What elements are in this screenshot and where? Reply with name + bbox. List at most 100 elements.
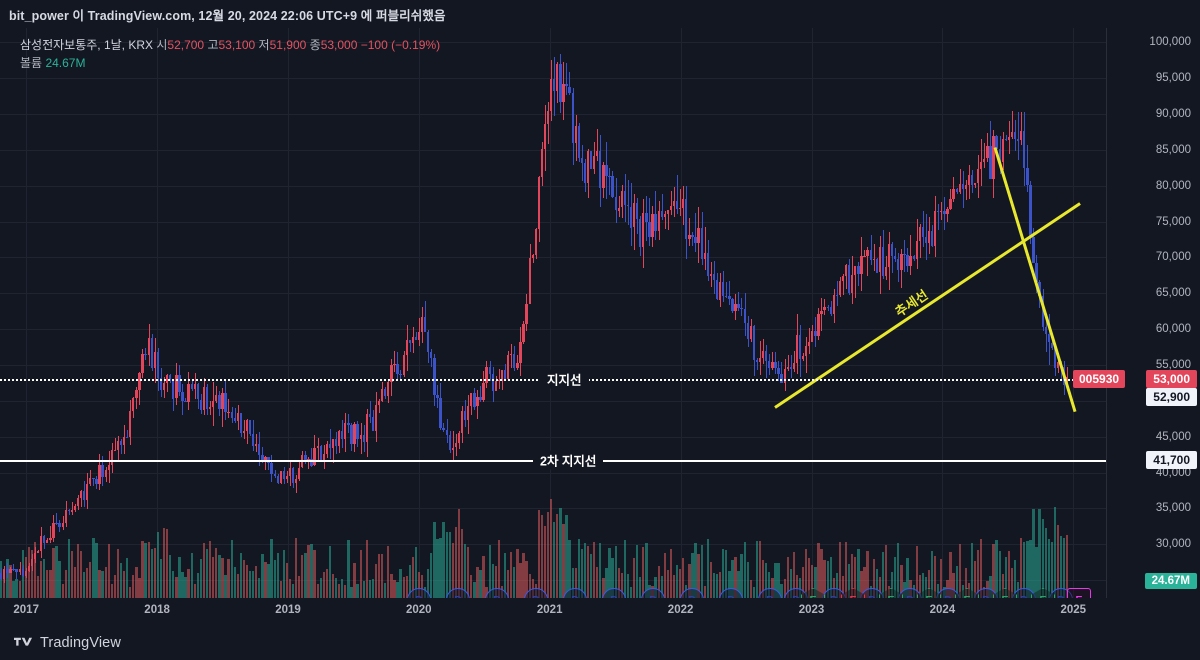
volume-bar	[599, 542, 602, 598]
candle-wick	[16, 568, 18, 580]
candle-body	[374, 405, 378, 431]
volume-bar	[476, 567, 479, 598]
candle-body	[777, 368, 780, 374]
volume-bar	[688, 564, 691, 598]
candle-body	[869, 250, 872, 261]
dividend-marker[interactable]: D	[524, 588, 548, 598]
volume-bar	[482, 555, 485, 598]
candle-wick	[1017, 112, 1019, 161]
dividend-marker[interactable]: D	[407, 588, 431, 598]
candle-body	[629, 206, 633, 228]
candle-body	[894, 256, 897, 259]
dividend-marker[interactable]: D	[485, 588, 509, 598]
volume-bar	[789, 568, 792, 598]
volume-bar	[958, 544, 961, 598]
candle-body	[642, 213, 645, 247]
volume-bar	[740, 553, 743, 598]
candle-wick	[925, 214, 927, 260]
earnings-marker[interactable]: E	[917, 588, 941, 598]
candle-body	[199, 399, 203, 411]
time-scale[interactable]: 2017 2018 2019 2020 2021 2022 2023 2024 2025	[0, 598, 1200, 626]
volume-bar	[783, 578, 786, 598]
volume-bar	[924, 576, 928, 598]
candle-body	[636, 202, 639, 219]
candle-body	[190, 383, 193, 389]
volume-bar	[239, 553, 243, 598]
earnings-marker[interactable]: E	[801, 588, 825, 598]
candle-body	[442, 428, 445, 430]
candle-body	[973, 183, 977, 186]
dividend-marker[interactable]: D	[719, 588, 743, 598]
candle-body	[507, 354, 510, 380]
volume-bar	[304, 553, 307, 598]
candle-body	[703, 253, 706, 260]
volume-bar	[817, 542, 820, 598]
volume-bar	[460, 528, 464, 598]
candle-body	[485, 366, 488, 383]
volume-bar	[479, 569, 482, 598]
volume-bar	[144, 542, 147, 598]
chart-frame[interactable]: 지지선 2차 지지선 추세선 삼성전자보통주, 1날, KRX 시52,700 …	[0, 28, 1200, 625]
volume-bar	[540, 515, 544, 598]
volume-bar	[362, 580, 365, 598]
candle-body	[651, 213, 654, 238]
volume-bar	[95, 543, 98, 598]
dividend-marker[interactable]: D	[758, 588, 782, 598]
volume-bar	[46, 570, 49, 598]
volume-bar	[319, 578, 322, 598]
candle-body	[1056, 361, 1060, 369]
volume-bar	[40, 560, 43, 598]
candle-wick	[136, 387, 138, 409]
dividend-marker[interactable]: D	[641, 588, 665, 598]
chart-plot-area[interactable]: 지지선 2차 지지선 추세선 삼성전자보통주, 1날, KRX 시52,700 …	[0, 28, 1106, 599]
gridline-horizontal	[0, 114, 1106, 115]
candle-wick	[93, 477, 95, 486]
time-tick-label: 2017	[13, 604, 39, 616]
publish-bar: bit_power 이 TradingView.com, 12월 20, 202…	[0, 0, 1200, 28]
candle-body	[1053, 347, 1057, 369]
candle-wick	[781, 362, 783, 384]
earnings-marker[interactable]: E	[955, 588, 979, 598]
candle-body	[101, 465, 104, 478]
candle-body	[430, 352, 433, 358]
volume-bar	[55, 545, 58, 598]
volume-bar	[291, 583, 295, 598]
dividend-marker[interactable]: D	[602, 588, 626, 598]
gridline-vertical	[942, 28, 944, 598]
volume-bar	[697, 554, 700, 598]
candle-wick	[692, 232, 694, 246]
volume-bar	[224, 574, 227, 598]
candle-wick	[867, 246, 869, 277]
earnings-marker[interactable]: E	[1067, 588, 1091, 598]
candle-wick	[581, 145, 583, 182]
volume-bar	[835, 572, 839, 598]
candle-body	[49, 537, 52, 541]
volume-bar	[101, 570, 104, 598]
tradingview-wordmark: TradingView	[40, 634, 121, 651]
candle-body	[970, 175, 974, 186]
earnings-marker[interactable]: E	[993, 588, 1017, 598]
candle-body	[279, 471, 282, 483]
dividend-marker[interactable]: D	[680, 588, 704, 598]
volume-bar	[614, 546, 617, 598]
volume-bar	[494, 566, 498, 598]
candle-wick	[627, 179, 629, 226]
candle-body	[617, 207, 620, 211]
price-scale[interactable]: 25,00030,00035,00040,00045,00050,00055,0…	[1073, 28, 1200, 625]
volume-bar	[589, 554, 593, 598]
candle-wick	[947, 207, 949, 222]
candle-body	[626, 205, 630, 207]
event-markers-row[interactable]: DDDDDDDDDDDDDDDDDDEEEEEEEE	[0, 588, 1106, 598]
time-tick-label: 2025	[1060, 604, 1087, 616]
candle-body	[27, 565, 31, 572]
dividend-marker[interactable]: D	[446, 588, 470, 598]
candle-wick	[246, 419, 248, 444]
candle-body	[52, 522, 55, 538]
candle-body	[989, 145, 992, 179]
candle-body	[891, 243, 894, 257]
dividend-marker[interactable]: D	[563, 588, 587, 598]
candle-wick	[256, 434, 257, 452]
earnings-marker[interactable]: E	[841, 588, 865, 598]
earnings-marker[interactable]: E	[1031, 588, 1055, 598]
earnings-marker[interactable]: E	[879, 588, 903, 598]
